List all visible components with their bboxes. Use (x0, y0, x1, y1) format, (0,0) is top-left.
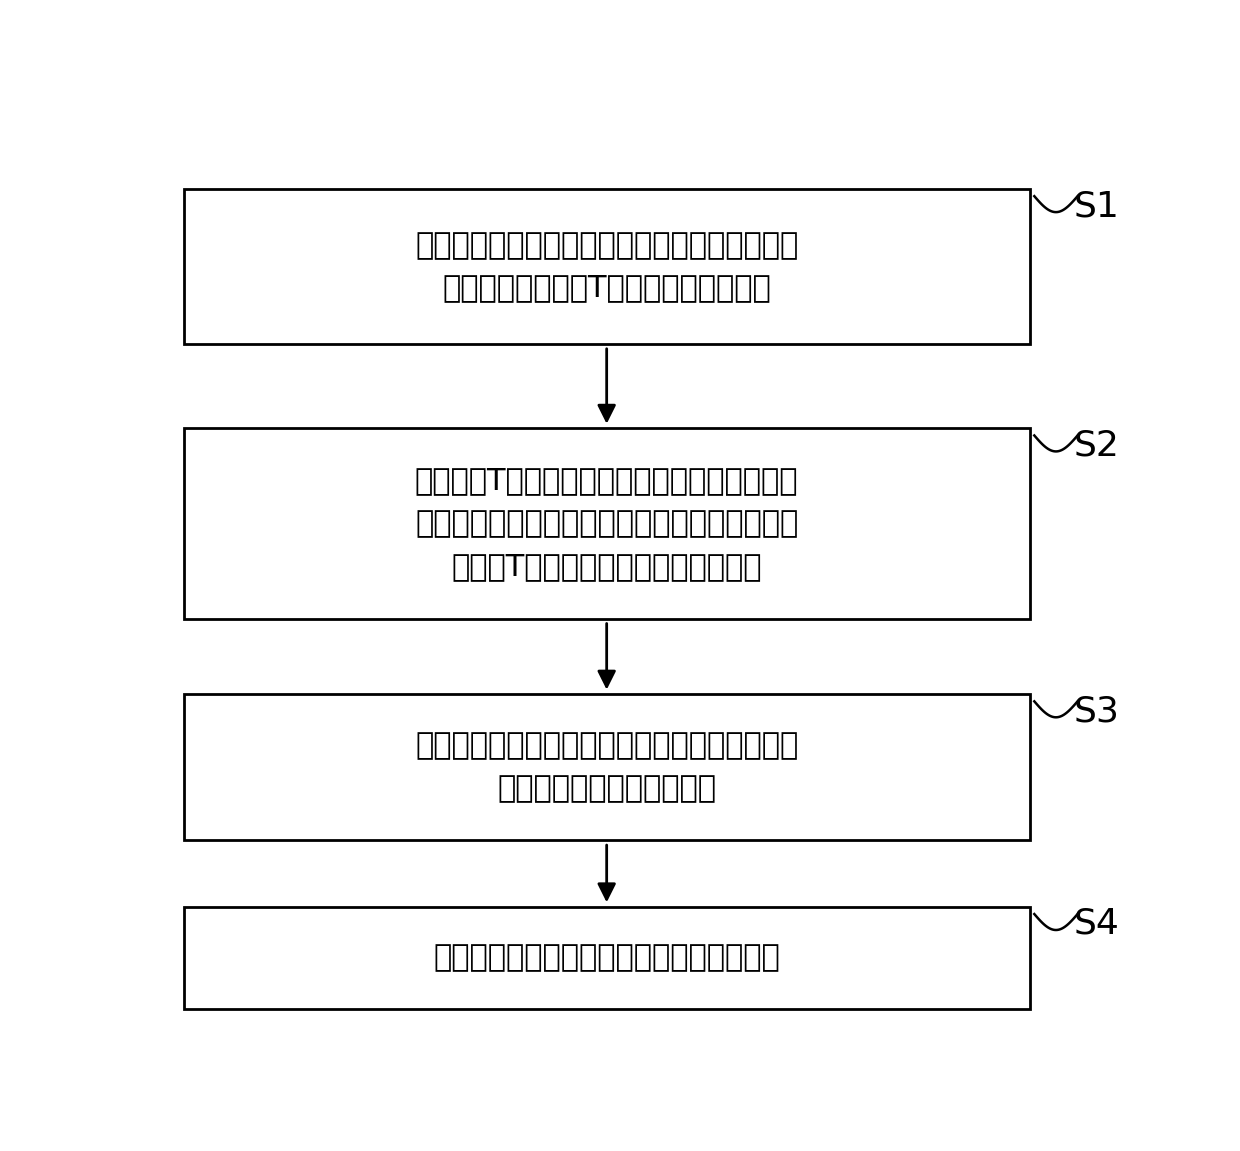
Text: S3: S3 (1074, 694, 1120, 729)
Text: 根据所述特征参数判断心肌缺血的病变位置: 根据所述特征参数判断心肌缺血的病变位置 (433, 944, 780, 973)
Text: 基于所述T波波段心磁图数据集和所述多通道心
磁图仪的各个通道所获取的磁场强度和通道位置
，获取T波波段的等磁图和电流密度图: 基于所述T波波段心磁图数据集和所述多通道心 磁图仪的各个通道所获取的磁场强度和通… (415, 466, 799, 581)
FancyBboxPatch shape (184, 189, 1029, 344)
Text: 对多通道心磁图仪采集的心磁图数据集进行预处
理，获取均值后的T波波段心磁图数据集: 对多通道心磁图仪采集的心磁图数据集进行预处 理，获取均值后的T波波段心磁图数据集 (415, 230, 799, 303)
Text: 基于所述等磁图和所述电流密度图提取与心肌缺
血病变位置相关的特征参数: 基于所述等磁图和所述电流密度图提取与心肌缺 血病变位置相关的特征参数 (415, 732, 799, 803)
FancyBboxPatch shape (184, 428, 1029, 619)
Text: S2: S2 (1074, 428, 1120, 463)
FancyBboxPatch shape (184, 907, 1029, 1009)
FancyBboxPatch shape (184, 694, 1029, 840)
Text: S4: S4 (1074, 907, 1120, 942)
Text: S1: S1 (1074, 189, 1120, 223)
